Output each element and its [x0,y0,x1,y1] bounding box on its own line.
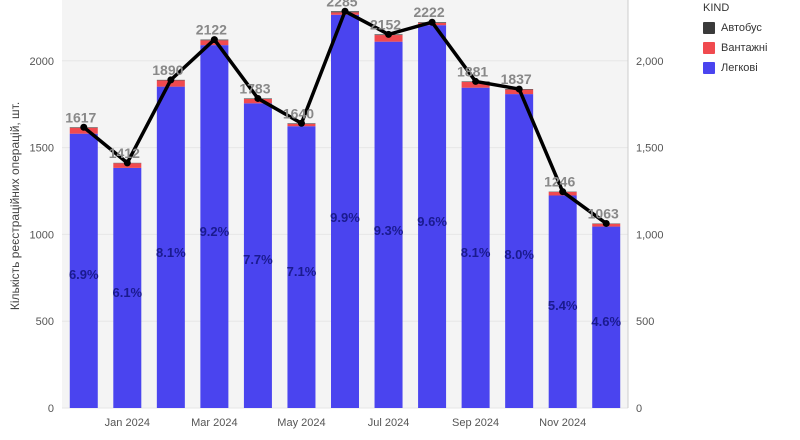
legend-swatch [703,62,715,74]
y-axis-label: Кількість реєстраційних операцій, шт. [8,102,22,310]
total-label: 1246 [544,174,575,190]
line-point [559,188,567,196]
total-label: 1063 [588,205,619,221]
y-tick-label-right: 0 [636,403,642,415]
total-line-layer [80,7,610,227]
x-tick-label: Mar 2024 [191,417,237,429]
axes: 0 0 500 500 1000 1,000 1500 1,500 2000 2,000 Jan 2… [30,0,664,429]
bar-segment [69,133,98,408]
legend-title: KIND [703,2,730,14]
bar-segment [331,14,359,409]
line-point [341,7,349,15]
y-tick-label-left: 2000 [30,56,54,68]
bars [69,11,621,409]
legend-swatch [703,22,715,34]
total-label: 1412 [109,145,140,161]
bar-segment [243,103,272,408]
line-point [602,219,610,227]
y-tick-label-left: 1000 [30,229,54,241]
x-tick-label: May 2024 [277,417,325,429]
line-point [385,30,393,38]
total-label: 2222 [413,4,444,20]
x-tick-label: Sep 2024 [452,417,499,429]
legend-label: Легкові [721,62,758,74]
pct-label: 9.9% [330,210,360,225]
pct-label: 7.7% [243,252,273,267]
legend-item[interactable]: Автобус [703,18,800,38]
total-label: 1783 [239,80,270,96]
total-label: 1881 [457,63,488,79]
bar-segment [461,87,490,408]
pct-label: 8.0% [504,247,534,262]
pct-label: 9.6% [417,214,447,229]
pct-label: 8.1% [461,245,491,260]
total-label: 2285 [326,0,357,9]
y-tick-label-left: 1500 [30,143,54,155]
y-tick-label-right: 1,000 [636,229,664,241]
legend-swatch [703,42,715,54]
legend: KIND Автобус Вантажні Легкові [703,0,800,78]
pct-label: 6.9% [69,267,99,282]
line-point [472,77,480,85]
x-tick-label: Jul 2024 [368,417,410,429]
legend-label: Вантажні [721,42,768,54]
bar-segment [200,45,229,408]
y-tick-label-right: 2,000 [636,56,664,68]
total-label: 1617 [65,109,96,125]
pct-label: 6.1% [112,285,142,300]
legend-item[interactable]: Вантажні [703,38,800,58]
bar-segment [548,195,577,408]
pct-label: 7.1% [287,264,317,279]
bar-segment [113,167,142,408]
bar-segment [505,94,534,408]
total-label: 2122 [196,22,227,38]
line-point [210,36,218,44]
bar-segment [374,35,403,42]
data-labels: 1617 1412 1890 2122 1783 1640 2285 2152 2222 1881… [65,0,621,329]
pct-label: 9.2% [200,224,230,239]
pct-label: 5.4% [548,298,578,313]
line-point [428,18,436,26]
bar-segment [418,25,447,408]
legend-item[interactable]: Легкові [703,58,800,78]
line-point [297,119,305,127]
bar-segment [287,126,316,408]
total-label: 1640 [283,105,314,121]
total-label: 1837 [501,71,532,87]
pct-label: 4.6% [591,314,621,329]
y-tick-label-left: 500 [36,316,54,328]
line-point [167,76,175,84]
pct-label: 9.3% [374,223,404,238]
bar-segment [374,41,403,408]
line-point [80,123,88,131]
line-point [123,159,131,167]
line-point [254,94,262,102]
pct-label: 8.1% [156,245,186,260]
x-tick-label: Nov 2024 [539,417,586,429]
y-tick-label-right: 500 [636,316,654,328]
y-tick-label-right: 1,500 [636,143,664,155]
total-label: 2152 [370,16,401,32]
line-point [515,85,523,93]
y-tick-label-left: 0 [48,403,54,415]
bar-segment [156,86,185,409]
legend-label: Автобус [721,22,762,34]
bar-segment [592,226,621,408]
x-tick-label: Jan 2024 [105,417,150,429]
total-label: 1890 [152,62,183,78]
